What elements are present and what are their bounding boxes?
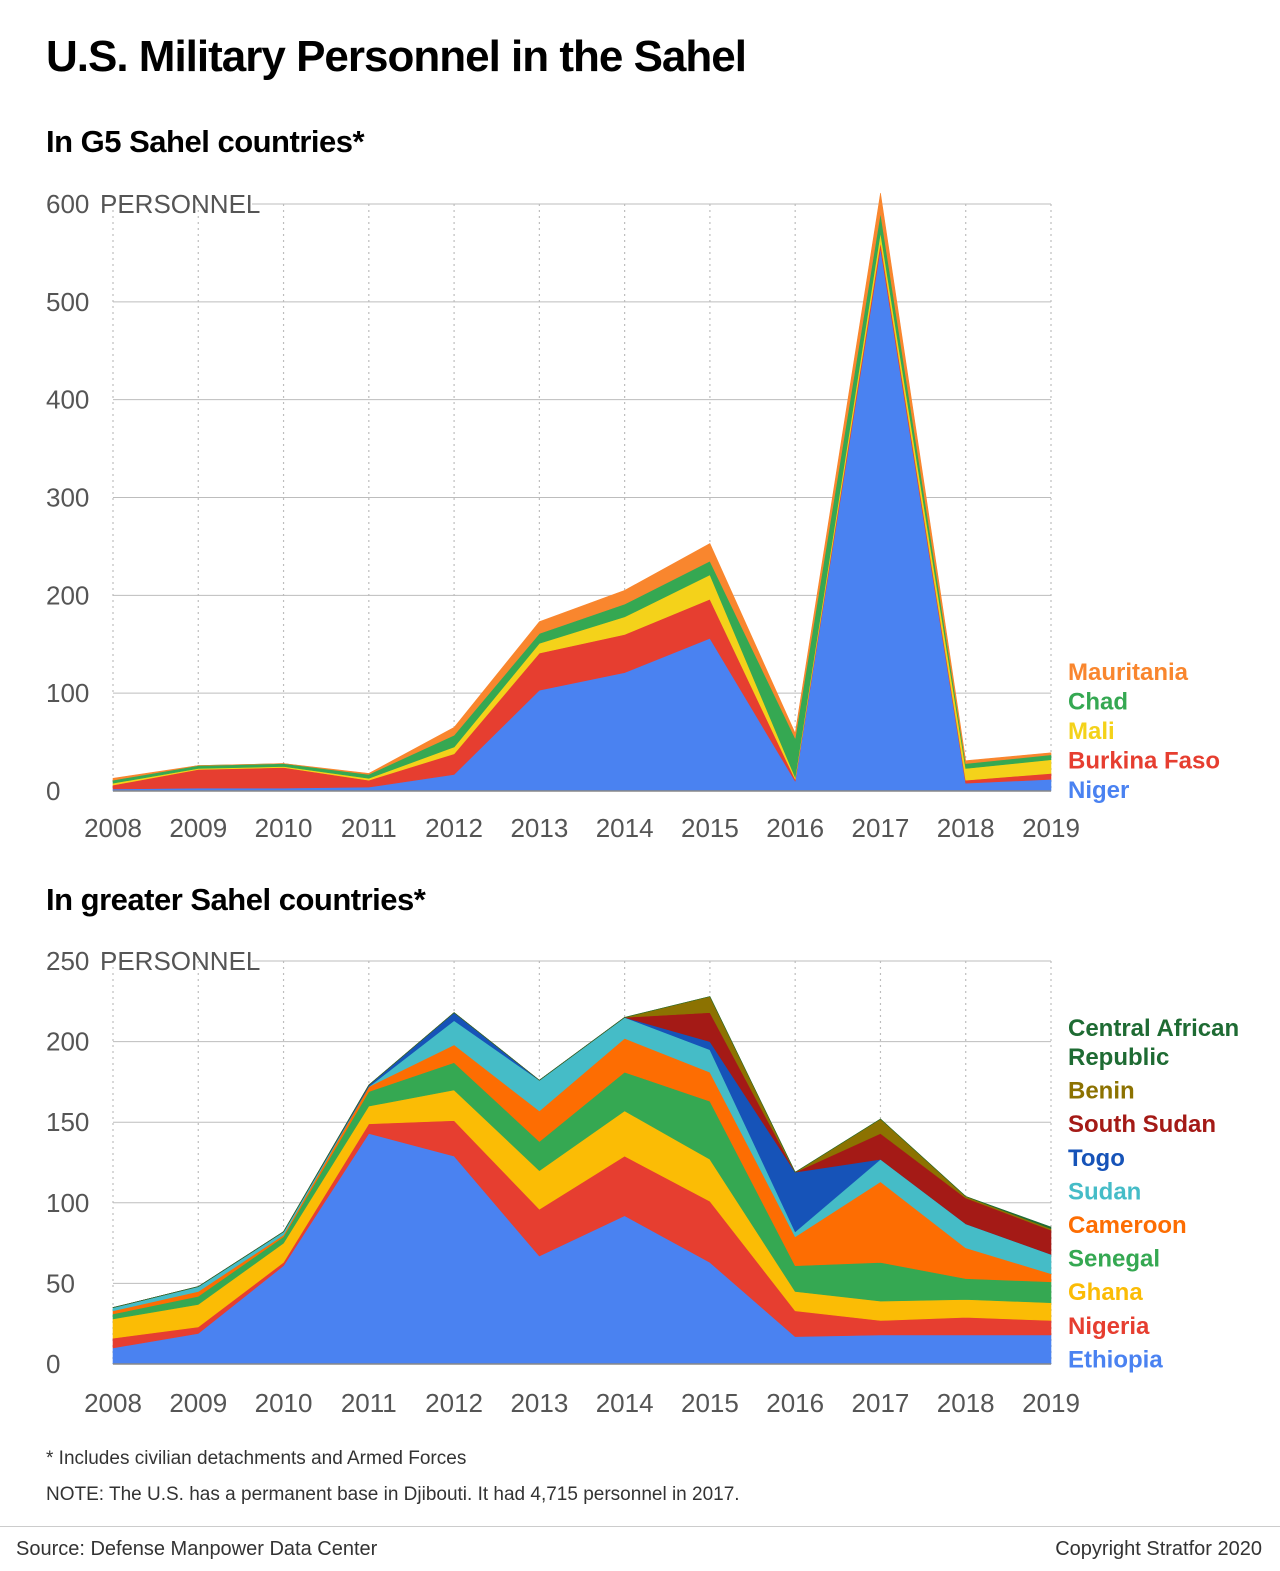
x-tick-label: 2008: [84, 1388, 142, 1418]
greater-sahel-area-chart: 0 50 100 150 200 250 PERSONNEL 2008 2009 2010 2011…: [46, 946, 1239, 1418]
y-tick-label: 200: [46, 1027, 89, 1057]
x-tick-label: 2008: [84, 813, 142, 843]
legend-central-african-republic: Republic: [1068, 1044, 1169, 1071]
y-tick-label: 500: [46, 287, 89, 317]
x-tick-label: 2019: [1022, 1388, 1080, 1418]
x-tick-label: 2017: [852, 813, 910, 843]
legend-mauritania: Mauritania: [1068, 659, 1189, 686]
x-tick-label: 2009: [169, 1388, 227, 1418]
y-tick-label: 150: [46, 1107, 89, 1137]
x-tick-label: 2019: [1022, 813, 1080, 843]
footer-divider: [0, 1526, 1280, 1527]
y-tick-label: 0: [46, 776, 60, 806]
y-tick-label: 100: [46, 678, 89, 708]
x-tick-label: 2016: [766, 813, 824, 843]
x-tick-label: 2010: [255, 813, 313, 843]
legend-benin: Benin: [1068, 1078, 1135, 1105]
y-tick-label: 600: [46, 189, 89, 219]
g5-sahel-area-chart: 0 100 200 300 400 500 600 PERSONNEL 2008 2009 2010…: [46, 189, 1220, 843]
x-tick-label: 2011: [341, 813, 397, 843]
legend-burkina-faso: Burkina Faso: [1068, 748, 1220, 775]
x-tick-label: 2012: [425, 813, 483, 843]
legend-chad: Chad: [1068, 689, 1128, 716]
legend-mali: Mali: [1068, 718, 1115, 745]
area-mauritania: [112, 192, 1052, 781]
y-tick-label: 0: [46, 1349, 60, 1379]
x-tick-label: 2014: [596, 813, 654, 843]
y-tick-label: 50: [46, 1268, 75, 1298]
x-tick-label: 2015: [681, 813, 739, 843]
legend-south-sudan: South Sudan: [1068, 1111, 1216, 1138]
y-axis-unit-label: PERSONNEL: [100, 946, 260, 976]
x-tick-label: 2010: [255, 1388, 313, 1418]
x-tick-label: 2018: [937, 813, 995, 843]
x-tick-label: 2011: [341, 1388, 397, 1418]
x-tick-label: 2014: [596, 1388, 654, 1418]
y-tick-label: 100: [46, 1188, 89, 1218]
x-tick-label: 2015: [681, 1388, 739, 1418]
legend-niger: Niger: [1068, 777, 1129, 804]
legend-nigeria: Nigeria: [1068, 1313, 1150, 1340]
page-title: U.S. Military Personnel in the Sahel: [46, 32, 747, 81]
chart2-title: In greater Sahel countries*: [46, 882, 426, 917]
legend-ghana: Ghana: [1068, 1279, 1143, 1306]
legend-senegal: Senegal: [1068, 1246, 1160, 1273]
x-tick-label: 2013: [510, 1388, 568, 1418]
y-tick-label: 250: [46, 946, 89, 976]
area-central-african-republic: [112, 996, 1052, 1308]
x-tick-label: 2012: [425, 1388, 483, 1418]
y-tick-label: 200: [46, 580, 89, 610]
legend-central-african-republic: Central African: [1068, 1015, 1239, 1042]
x-tick-label: 2009: [169, 813, 227, 843]
x-tick-label: 2016: [766, 1388, 824, 1418]
x-tick-label: 2013: [510, 813, 568, 843]
copyright-note: Copyright Stratfor 2020: [1055, 1538, 1262, 1560]
source-note: Source: Defense Manpower Data Center: [16, 1538, 378, 1560]
y-axis-unit-label: PERSONNEL: [100, 189, 260, 219]
footnote-civilian: * Includes civilian detachments and Arme…: [46, 1448, 467, 1469]
chart1-title: In G5 Sahel countries*: [46, 124, 365, 159]
footnote-djibouti: NOTE: The U.S. has a permanent base in D…: [46, 1484, 740, 1505]
x-tick-label: 2018: [937, 1388, 995, 1418]
x-tick-label: 2017: [852, 1388, 910, 1418]
y-tick-label: 300: [46, 483, 89, 513]
legend-cameroon: Cameroon: [1068, 1212, 1187, 1239]
legend-sudan: Sudan: [1068, 1178, 1141, 1205]
legend-ethiopia: Ethiopia: [1068, 1346, 1163, 1373]
y-tick-label: 400: [46, 385, 89, 415]
legend-togo: Togo: [1068, 1145, 1125, 1172]
